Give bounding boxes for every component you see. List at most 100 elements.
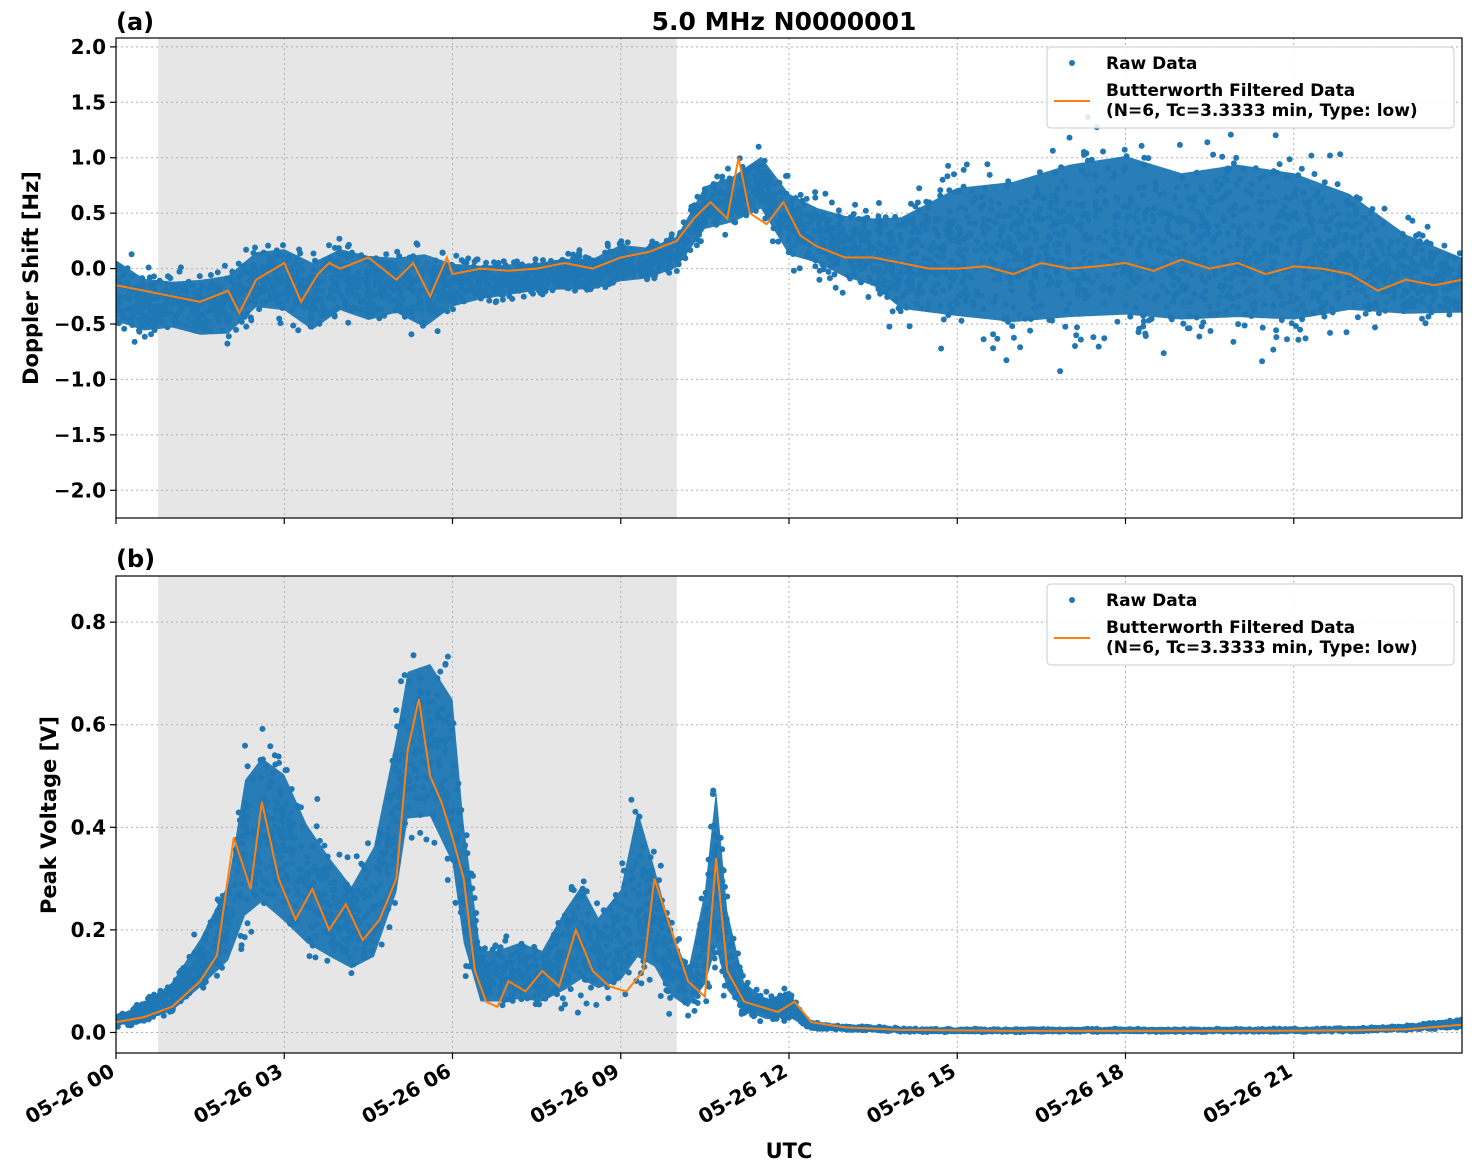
- raw-data-point: [487, 271, 494, 278]
- raw-data-point: [343, 251, 349, 258]
- raw-data-point: [307, 937, 314, 944]
- raw-data-point: [1304, 233, 1311, 240]
- raw-data-point: [1204, 139, 1211, 146]
- raw-data-point: [625, 969, 632, 976]
- raw-data-point: [1451, 255, 1458, 262]
- raw-data-point: [812, 263, 819, 270]
- raw-data-point: [598, 950, 605, 957]
- raw-data-point: [838, 238, 845, 245]
- raw-data-point: [263, 865, 270, 872]
- raw-data-point: [1314, 191, 1321, 198]
- raw-data-point: [444, 877, 451, 883]
- raw-data-point: [1306, 198, 1313, 205]
- raw-data-point: [718, 198, 724, 205]
- raw-data-point: [1300, 283, 1307, 290]
- raw-data-point: [1416, 238, 1423, 245]
- raw-data-point: [1214, 310, 1221, 317]
- raw-data-point: [1210, 151, 1217, 158]
- raw-data-point: [1447, 284, 1454, 291]
- raw-data-point: [1135, 251, 1141, 258]
- raw-data-point: [1439, 274, 1446, 281]
- raw-data-point: [1042, 264, 1049, 271]
- raw-data-point: [850, 266, 857, 273]
- raw-data-point: [1090, 334, 1097, 341]
- raw-data-point: [257, 774, 264, 781]
- raw-data-point: [1369, 251, 1376, 257]
- raw-data-point: [312, 954, 319, 961]
- raw-data-point: [1059, 291, 1066, 298]
- raw-data-point: [1026, 217, 1033, 224]
- raw-data-point: [1362, 215, 1369, 221]
- raw-data-point: [457, 275, 464, 281]
- raw-data-point: [1005, 275, 1012, 282]
- raw-data-point: [1260, 173, 1267, 180]
- raw-data-point: [365, 910, 372, 917]
- raw-data-point: [1053, 207, 1059, 214]
- raw-data-point: [986, 171, 993, 178]
- raw-data-point: [308, 274, 315, 281]
- raw-data-point: [229, 276, 235, 283]
- raw-data-point: [558, 1005, 565, 1012]
- raw-data-point: [1335, 275, 1342, 282]
- raw-data-point: [1251, 287, 1258, 294]
- raw-data-point: [1009, 323, 1016, 330]
- raw-data-point: [168, 301, 175, 308]
- raw-data-point: [411, 287, 418, 294]
- raw-data-point: [578, 919, 585, 926]
- raw-data-point: [1178, 214, 1185, 221]
- raw-data-point: [1317, 218, 1324, 224]
- raw-data-point: [1295, 234, 1302, 241]
- raw-data-point: [248, 317, 255, 324]
- raw-data-point: [235, 260, 242, 267]
- raw-data-point: [924, 305, 931, 312]
- raw-data-point: [1409, 269, 1416, 276]
- raw-data-point: [811, 227, 818, 234]
- figure-title: 5.0 MHz N0000001: [652, 7, 917, 36]
- raw-data-point: [316, 837, 323, 844]
- raw-data-point: [1318, 240, 1325, 247]
- raw-data-point: [1176, 267, 1183, 274]
- raw-data-point: [1094, 188, 1101, 194]
- raw-data-point: [441, 717, 448, 724]
- raw-data-point: [1329, 214, 1336, 221]
- raw-data-point: [1130, 277, 1136, 284]
- raw-data-point: [904, 289, 911, 296]
- raw-data-point: [417, 287, 424, 294]
- raw-data-point: [856, 257, 863, 264]
- raw-data-point: [242, 742, 248, 749]
- raw-data-point: [605, 995, 612, 1002]
- raw-data-point: [1283, 174, 1290, 181]
- raw-data-point: [1396, 261, 1402, 268]
- raw-data-point: [675, 261, 682, 268]
- raw-data-point: [1107, 286, 1114, 293]
- raw-data-point: [926, 256, 933, 263]
- raw-data-point: [243, 310, 250, 317]
- raw-data-point: [812, 194, 819, 201]
- raw-data-point: [419, 784, 426, 790]
- raw-data-point: [925, 205, 932, 212]
- raw-data-point: [909, 221, 916, 228]
- raw-data-point: [569, 277, 576, 284]
- raw-data-point: [444, 308, 451, 315]
- raw-data-point: [443, 296, 450, 303]
- raw-data-point: [1067, 271, 1074, 278]
- raw-data-point: [1154, 293, 1161, 300]
- raw-data-point: [339, 294, 346, 301]
- raw-data-point: [1185, 267, 1192, 274]
- raw-data-point: [1011, 256, 1018, 263]
- raw-data-point: [1343, 264, 1350, 271]
- raw-data-point: [1112, 221, 1119, 228]
- raw-data-point: [1051, 169, 1058, 176]
- raw-data-point: [658, 249, 665, 256]
- raw-data-point: [1376, 242, 1383, 248]
- raw-data-point: [176, 268, 183, 275]
- raw-data-point: [844, 236, 850, 243]
- raw-data-point: [584, 282, 591, 289]
- raw-data-point: [593, 1001, 600, 1008]
- raw-data-point: [528, 279, 535, 286]
- raw-data-point: [673, 268, 680, 274]
- raw-data-point: [1006, 234, 1012, 241]
- raw-data-point: [725, 165, 731, 172]
- raw-data-point: [687, 228, 694, 235]
- raw-data-point: [524, 275, 531, 282]
